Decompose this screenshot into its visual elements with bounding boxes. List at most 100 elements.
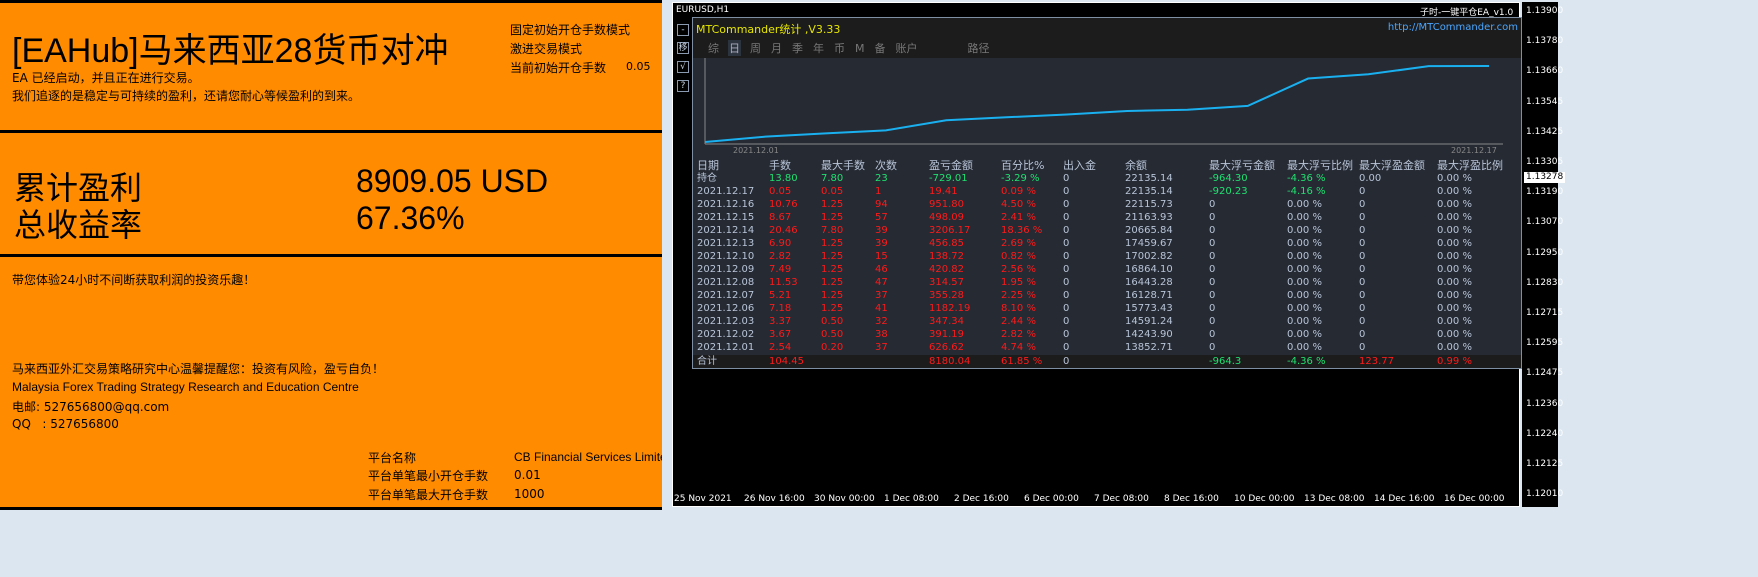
cell: 2021.12.02 (697, 329, 755, 340)
cell: 0 (1063, 316, 1070, 327)
price-tick: 1.13070 (1526, 217, 1564, 228)
cell: 1.25 (821, 238, 844, 249)
cell: 0 (1063, 238, 1070, 249)
cell: 0.00 % (1287, 264, 1322, 275)
cell: 123.77 (1359, 356, 1394, 367)
min-lot-label: 平台单笔最小开仓手数 (368, 469, 489, 483)
curve-date-label: 2021.12.17 (1451, 146, 1497, 154)
cell: 626.62 (929, 342, 964, 353)
cell: 最大浮盈比例 (1437, 159, 1503, 172)
cell: 15 (875, 251, 888, 262)
cell: 2021.12.10 (697, 251, 755, 262)
cell: 最大手数 (821, 159, 865, 172)
cell: 最大浮亏金额 (1209, 159, 1275, 172)
cell: 0.05 (769, 186, 792, 197)
platform-label: 平台名称 (368, 451, 417, 465)
tab-5[interactable]: 年 (813, 42, 824, 55)
equity-curve-chart: 2021.12.01 2021.12.17 (704, 58, 1503, 154)
time-tick: 2 Dec 16:00 (954, 494, 1009, 504)
cell: 0 (1063, 356, 1070, 367)
tab-6[interactable]: 币 (834, 42, 845, 55)
cell: 2021.12.08 (697, 277, 755, 288)
tab-0[interactable]: 综 (708, 42, 719, 55)
cell: 0 (1209, 238, 1216, 249)
cell: 16128.71 (1125, 290, 1173, 301)
cell: 最大浮盈金额 (1359, 159, 1425, 172)
window-gap (662, 0, 672, 577)
cell: 0 (1063, 199, 1070, 210)
cell: 0.00 % (1437, 186, 1472, 197)
cell: 13852.71 (1125, 342, 1173, 353)
cell: 38 (875, 329, 888, 340)
cell: 8.67 (769, 212, 792, 223)
cell: 2021.12.03 (697, 316, 755, 327)
cell: 456.85 (929, 238, 964, 249)
time-tick: 16 Dec 00:00 (1444, 494, 1505, 504)
cell: 0 (1359, 264, 1366, 275)
cell: 持仓 (697, 173, 717, 184)
table-row: 2021.12.08 11.53 1.25 47 314.57 1.95 % 0 16443.… (697, 276, 1517, 289)
cell: 0.00 % (1437, 316, 1472, 327)
cell: 2.69 % (1001, 238, 1036, 249)
cell: 5.21 (769, 290, 792, 301)
table-row: 2021.12.02 3.67 0.50 38 391.19 2.82 % 0 14243.9… (697, 328, 1517, 341)
tab-10[interactable]: 路径 (967, 42, 990, 55)
cell: 0 (1209, 212, 1216, 223)
tab-9[interactable]: 账户 (895, 42, 918, 55)
cell: 1.25 (821, 277, 844, 288)
cell: -920.23 (1209, 186, 1248, 197)
cell: 0 (1063, 225, 1070, 236)
price-tick: 1.12475 (1526, 368, 1564, 379)
cell: 3.37 (769, 316, 792, 327)
cell: -4.36 % (1287, 356, 1326, 367)
cell: 1.25 (821, 199, 844, 210)
cell: 0 (1209, 199, 1216, 210)
minimize-button[interactable]: - (677, 24, 689, 36)
cell: 0.00 % (1287, 212, 1322, 223)
cell: 1.25 (821, 303, 844, 314)
time-tick: 10 Dec 00:00 (1234, 494, 1295, 504)
cell: 0 (1359, 342, 1366, 353)
cell: 57 (875, 212, 888, 223)
price-tick: 1.13305 (1526, 157, 1564, 167)
tab-2[interactable]: 周 (750, 42, 761, 55)
table-row: 2021.12.06 7.18 1.25 41 1182.19 8.10 % 0 15773.… (697, 302, 1517, 315)
cell: 0 (1063, 303, 1070, 314)
cell: 39 (875, 225, 888, 236)
tab-7[interactable]: M (855, 42, 865, 55)
cell: 0 (1359, 199, 1366, 210)
cell: 2021.12.13 (697, 238, 755, 249)
cell: 0 (1209, 251, 1216, 262)
cell: 7.18 (769, 303, 792, 314)
cell: 0.00 % (1437, 199, 1472, 210)
cell: 0 (1209, 277, 1216, 288)
cell: 8.10 % (1001, 303, 1036, 314)
cell: 41 (875, 303, 888, 314)
cell: 0 (1063, 264, 1070, 275)
tab-8[interactable]: 备 (874, 42, 886, 55)
panel-url-link[interactable]: http://MTCommander.com (1387, 22, 1518, 33)
move-button[interactable]: 移 (677, 42, 689, 54)
max-lot-value: 1000 (514, 487, 545, 501)
time-tick: 25 Nov 2021 (674, 494, 732, 504)
help-button[interactable]: ? (677, 80, 689, 92)
cell: 2.82 % (1001, 329, 1036, 340)
cell: 2021.12.14 (697, 225, 755, 236)
mtcommander-stats-panel: MTCommander统计 ,V3.33 http://MTCommander.… (692, 17, 1522, 369)
tab-3[interactable]: 月 (771, 42, 782, 55)
price-tick: 1.12240 (1526, 428, 1564, 439)
ea-title: [EAHub]马来西亚28货币对冲 (12, 32, 449, 70)
current-price-label: 1.13278 (1524, 172, 1566, 183)
cell: 0.00 % (1437, 225, 1472, 236)
cell: 0 (1359, 238, 1366, 249)
table-row: 2021.12.09 7.49 1.25 46 420.82 2.56 % 0 16864.1… (697, 263, 1517, 276)
profit-label: 累计盈利 (14, 170, 143, 206)
cell: 0.00 % (1437, 290, 1472, 301)
tab-4[interactable]: 季 (792, 42, 803, 55)
tab-1[interactable]: 日 (728, 40, 741, 56)
price-axis: 1.13900 1.13780 1.13660 1.13545 1.13425 1.133… (1522, 2, 1566, 507)
cell: 0 (1359, 303, 1366, 314)
time-tick: 13 Dec 08:00 (1304, 494, 1365, 504)
check-button[interactable]: √ (677, 61, 689, 73)
cell: -4.16 % (1287, 186, 1326, 197)
